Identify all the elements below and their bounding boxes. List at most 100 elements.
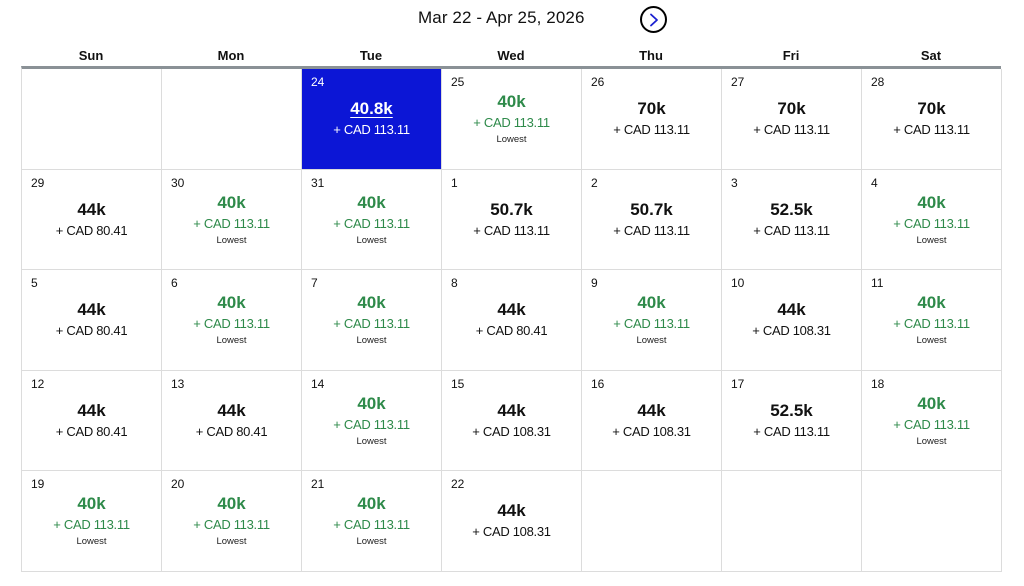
day-cell[interactable]: 26 70k + CAD 113.11 [582, 69, 722, 170]
day-cell[interactable]: 21 40k + CAD 113.11 Lowest [302, 471, 442, 572]
day-number: 26 [591, 75, 605, 89]
cash-fee: + CAD 113.11 [193, 517, 270, 532]
cash-fee: + CAD 113.11 [613, 222, 690, 238]
day-number: 25 [451, 75, 465, 89]
cash-fee: + CAD 113.11 [333, 517, 410, 532]
fare-info: 40k + CAD 113.11 Lowest [862, 293, 1001, 348]
day-cell[interactable]: 31 40k + CAD 113.11 Lowest [302, 169, 442, 270]
day-cell[interactable]: 8 44k + CAD 80.41 [442, 270, 582, 371]
day-cell[interactable]: 16 44k + CAD 108.31 [582, 370, 722, 471]
cash-fee: + CAD 113.11 [193, 215, 270, 231]
cash-fee: + CAD 108.31 [472, 423, 551, 439]
lowest-badge: Lowest [216, 234, 247, 246]
day-number: 6 [171, 276, 178, 290]
day-cell[interactable]: 10 44k + CAD 108.31 [722, 270, 862, 371]
cash-fee: + CAD 113.11 [753, 222, 830, 238]
day-cell[interactable]: 25 40k + CAD 113.11 Lowest [442, 69, 582, 170]
fare-info: 40k + CAD 113.11 Lowest [22, 494, 161, 549]
day-number: 11 [871, 276, 884, 290]
day-cell[interactable]: 6 40k + CAD 113.11 Lowest [162, 270, 302, 371]
day-number: 14 [311, 376, 325, 391]
lowest-badge: Lowest [76, 536, 107, 547]
fare-info: 44k + CAD 108.31 [582, 401, 721, 441]
points-price: 44k [497, 300, 526, 319]
day-cell[interactable]: 1 50.7k + CAD 113.11 [442, 169, 582, 270]
day-cell[interactable]: 9 40k + CAD 113.11 Lowest [582, 270, 722, 371]
cash-fee: + CAD 80.41 [55, 323, 128, 338]
day-number: 24 [311, 75, 325, 89]
empty-day-cell [22, 69, 162, 170]
points-price: 52.5k [770, 400, 813, 420]
points-price: 40k [77, 494, 106, 513]
points-price: 44k [497, 400, 526, 420]
points-price: 40k [917, 192, 946, 212]
fare-info: 70k + CAD 113.11 [722, 99, 861, 139]
fare-info: 44k + CAD 108.31 [442, 501, 581, 541]
cash-fee: + CAD 113.11 [753, 423, 830, 439]
day-number: 2 [591, 175, 598, 190]
calendar-header: Mar 22 - Apr 25, 2026 [0, 0, 1024, 40]
points-price: 40k [497, 92, 526, 111]
fare-info: 40k + CAD 113.11 Lowest [862, 193, 1001, 248]
points-price: 40k [217, 293, 246, 312]
chevron-right-icon [649, 13, 658, 26]
day-cell[interactable]: 27 70k + CAD 113.11 [722, 69, 862, 170]
fare-info: 40k + CAD 113.11 Lowest [302, 394, 441, 449]
day-cell[interactable]: 4 40k + CAD 113.11 Lowest [862, 169, 1002, 270]
day-cell[interactable]: 13 44k + CAD 80.41 [162, 370, 302, 471]
fare-info: 44k + CAD 80.41 [442, 300, 581, 340]
day-number: 9 [591, 276, 598, 290]
fare-info: 70k + CAD 113.11 [582, 99, 721, 139]
lowest-badge: Lowest [916, 234, 947, 246]
points-price: 40k [357, 192, 386, 212]
day-number: 3 [731, 175, 738, 190]
day-cell[interactable]: 22 44k + CAD 108.31 [442, 471, 582, 572]
day-cell[interactable]: 7 40k + CAD 113.11 Lowest [302, 270, 442, 371]
day-number: 20 [171, 477, 185, 491]
day-cell[interactable]: 20 40k + CAD 113.11 Lowest [162, 471, 302, 572]
empty-day-cell [162, 69, 302, 170]
day-number: 19 [31, 477, 45, 491]
lowest-badge: Lowest [216, 335, 247, 346]
weekday-thu: Thu [639, 48, 663, 63]
fare-info: 40k + CAD 113.11 Lowest [162, 293, 301, 348]
day-cell[interactable]: 30 40k + CAD 113.11 Lowest [162, 169, 302, 270]
day-cell[interactable]: 14 40k + CAD 113.11 Lowest [302, 370, 442, 471]
day-number: 27 [731, 75, 745, 89]
day-cell[interactable]: 11 40k + CAD 113.11 Lowest [862, 270, 1002, 371]
points-price: 40k [217, 494, 246, 513]
points-price: 50.7k [490, 199, 533, 219]
day-cell[interactable]: 12 44k + CAD 80.41 [22, 370, 162, 471]
day-cell-selected[interactable]: 24 40.8k + CAD 113.11 [302, 69, 442, 170]
next-range-button[interactable] [640, 6, 667, 33]
lowest-badge: Lowest [916, 335, 947, 346]
day-cell[interactable]: 28 70k + CAD 113.11 [862, 69, 1002, 170]
day-number: 30 [171, 175, 185, 190]
points-price: 70k [777, 99, 806, 118]
lowest-badge: Lowest [356, 435, 387, 447]
day-number: 31 [311, 175, 325, 190]
weekday-mon: Mon [217, 48, 245, 63]
day-cell[interactable]: 3 52.5k + CAD 113.11 [722, 169, 862, 270]
day-cell[interactable]: 18 40k + CAD 113.11 Lowest [862, 370, 1002, 471]
day-number: 18 [871, 376, 885, 391]
day-cell[interactable]: 5 44k + CAD 80.41 [22, 270, 162, 371]
points-price: 70k [917, 99, 946, 118]
fare-info: 40k + CAD 113.11 Lowest [162, 494, 301, 549]
fare-info: 44k + CAD 80.41 [22, 300, 161, 340]
points-price: 44k [217, 400, 246, 420]
cash-fee: + CAD 113.11 [333, 416, 410, 432]
fare-info: 40k + CAD 113.11 Lowest [162, 193, 301, 248]
fare-info: 40k + CAD 113.11 Lowest [862, 394, 1001, 449]
day-cell[interactable]: 29 44k + CAD 80.41 [22, 169, 162, 270]
lowest-badge: Lowest [496, 134, 527, 145]
cash-fee: + CAD 113.11 [753, 122, 830, 137]
cash-fee: + CAD 108.31 [752, 323, 831, 338]
points-price: 50.7k [630, 199, 673, 219]
day-number: 1 [451, 175, 458, 190]
day-cell[interactable]: 2 50.7k + CAD 113.11 [582, 169, 722, 270]
day-cell[interactable]: 19 40k + CAD 113.11 Lowest [22, 471, 162, 572]
day-cell[interactable]: 17 52.5k + CAD 113.11 [722, 370, 862, 471]
fare-info: 40k + CAD 113.11 Lowest [582, 293, 721, 348]
day-cell[interactable]: 15 44k + CAD 108.31 [442, 370, 582, 471]
